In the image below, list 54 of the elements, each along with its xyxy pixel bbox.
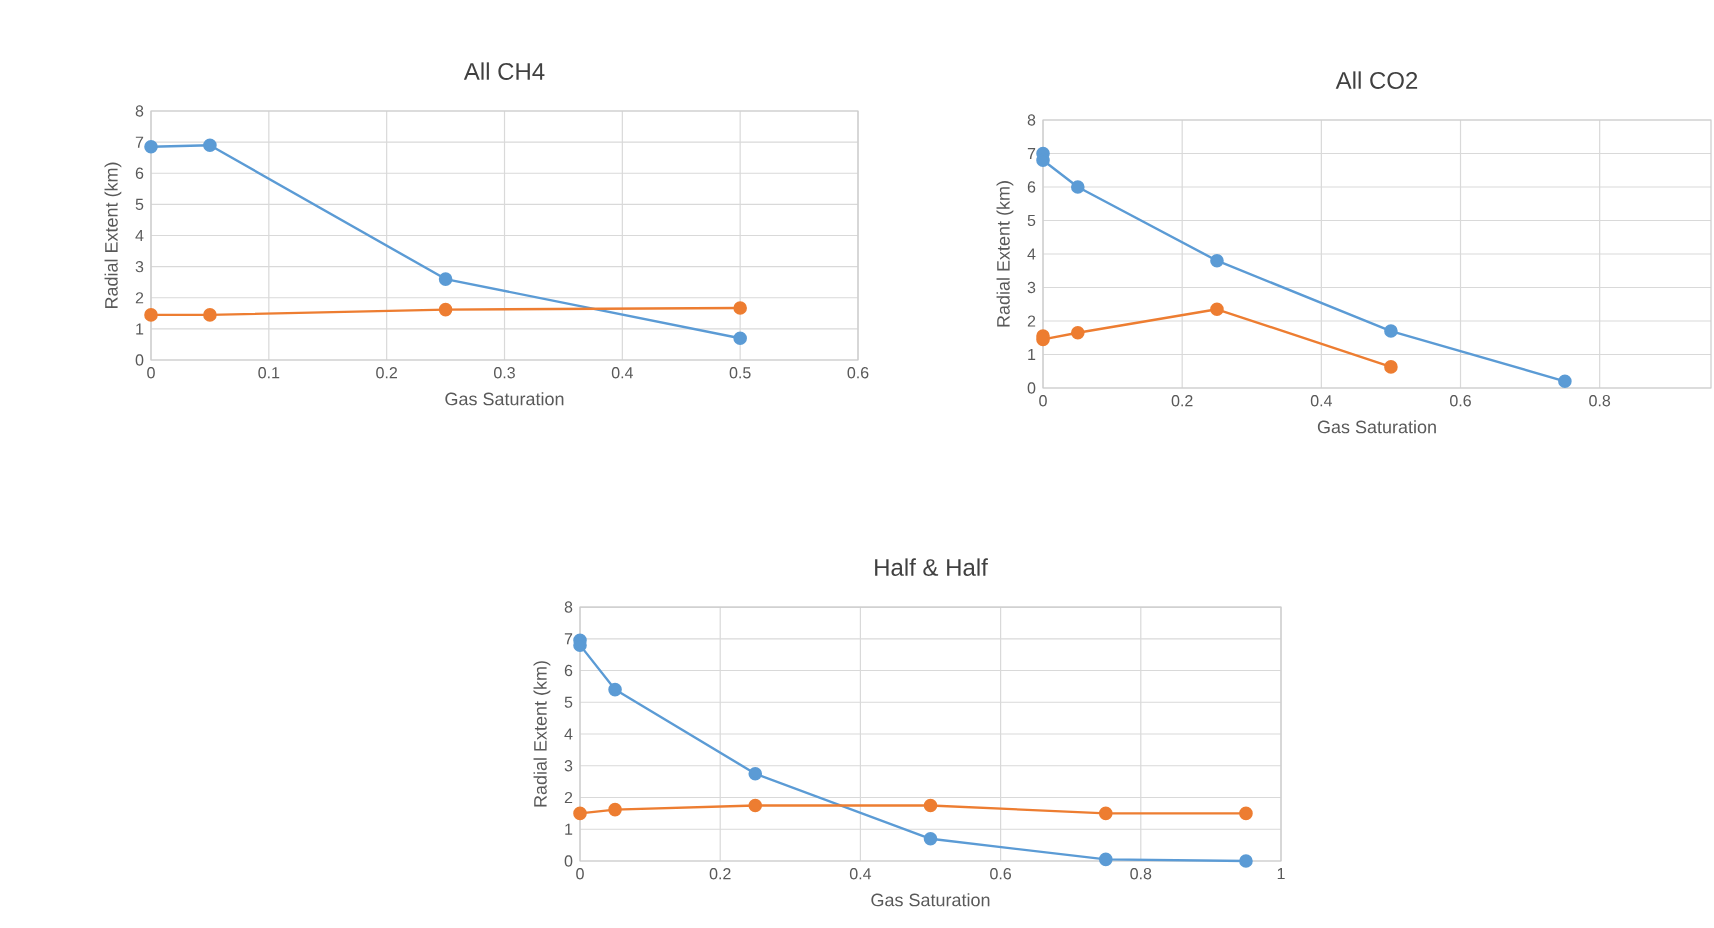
- x-tick-label: 0.2: [1171, 395, 1193, 407]
- y-tick-label: 2: [1027, 315, 1036, 327]
- y-tick-label: 4: [1027, 248, 1036, 260]
- y-tick-label: 6: [135, 167, 144, 179]
- chart-title: All CO2: [1335, 71, 1418, 89]
- x-tick-label: 0: [147, 367, 155, 379]
- chart-title: Half & Half: [875, 558, 988, 576]
- y-tick-label: 7: [564, 633, 573, 645]
- x-tick-label: 0.3: [494, 367, 515, 379]
- y-tick-label: 4: [135, 230, 144, 242]
- x-axis-title: Gas Saturation: [445, 392, 564, 406]
- y-tick-label: 6: [564, 664, 573, 677]
- x-tick-label: 0.2: [376, 367, 397, 379]
- y-tick-label: 8: [135, 105, 144, 117]
- x-tick-label: 1: [1277, 868, 1285, 880]
- y-tick-label: 1: [565, 823, 573, 835]
- x-axis-title: Gas Saturation: [1317, 420, 1436, 434]
- y-tick-label: 4: [564, 728, 573, 740]
- y-axis-title: Radial Extent (km): [104, 162, 122, 309]
- x-tick-label: 0.2: [709, 868, 731, 880]
- y-tick-label: 0: [564, 855, 573, 867]
- x-tick-label: 0.6: [1450, 395, 1471, 407]
- x-tick-label: 0: [1039, 395, 1047, 407]
- y-tick-label: 1: [136, 323, 144, 335]
- y-tick-label: 8: [564, 601, 573, 613]
- y-axis-title: Radial Extent (km): [533, 661, 551, 807]
- x-tick-label: 0.1: [258, 367, 280, 379]
- y-tick-label: 3: [1027, 281, 1036, 294]
- y-tick-label: 5: [1027, 214, 1036, 227]
- y-tick-label: 2: [135, 292, 144, 304]
- y-axis-title: Radial Extent (km): [996, 181, 1014, 327]
- x-tick-label: 0.6: [990, 868, 1012, 880]
- x-tick-label: 0.5: [729, 367, 751, 379]
- x-tick-label: 0.8: [1130, 868, 1152, 880]
- x-tick-label: 0.4: [849, 868, 872, 880]
- x-tick-label: 0.4: [611, 367, 633, 379]
- x-tick-label: 0.6: [847, 367, 869, 379]
- y-tick-label: 0: [1027, 382, 1036, 394]
- x-tick-label: 0.8: [1589, 395, 1611, 407]
- y-tick-label: 6: [1027, 181, 1036, 193]
- chart-title: All CH4: [463, 62, 545, 80]
- y-tick-label: 3: [135, 260, 144, 273]
- y-tick-label: 5: [135, 198, 144, 210]
- x-axis-title: Gas Saturation: [871, 893, 990, 907]
- x-tick-label: 0.4: [1310, 395, 1332, 407]
- y-tick-label: 1: [1028, 349, 1036, 361]
- y-tick-label: 7: [1027, 148, 1036, 160]
- y-tick-label: 5: [564, 696, 573, 708]
- y-tick-label: 0: [135, 354, 144, 366]
- y-tick-label: 3: [564, 760, 573, 772]
- y-tick-label: 7: [135, 136, 144, 148]
- x-tick-label: 0: [576, 868, 584, 880]
- y-tick-label: 8: [1027, 114, 1036, 126]
- y-tick-label: 2: [564, 791, 573, 804]
